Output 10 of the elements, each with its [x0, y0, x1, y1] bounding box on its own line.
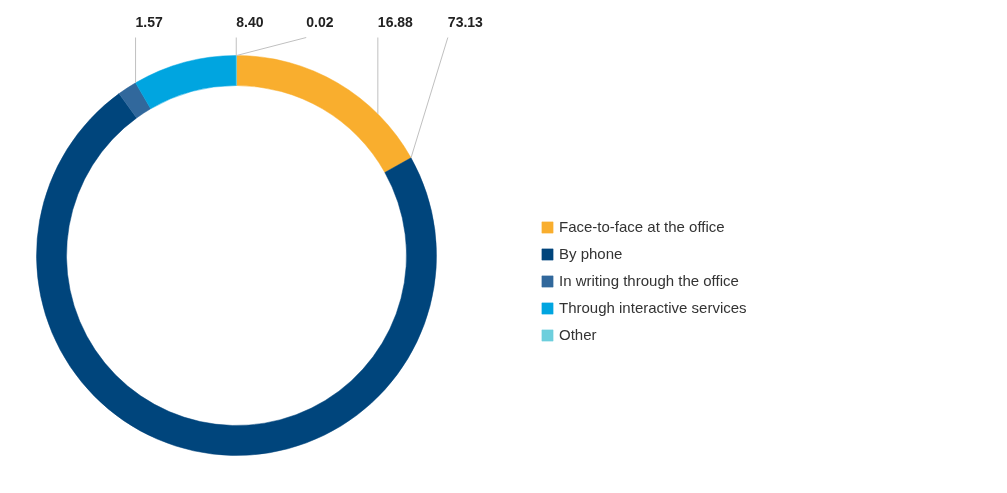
- data-label: 1.57: [135, 13, 164, 30]
- legend-label: Other: [559, 326, 597, 343]
- legend-label: In writing through the office: [559, 272, 739, 289]
- data-label: 0.02: [306, 13, 334, 30]
- legend-label: Face-to-face at the office: [559, 218, 725, 235]
- legend-label: By phone: [559, 245, 623, 262]
- data-label: 16.88: [377, 13, 414, 30]
- data-label: 73.13: [447, 13, 484, 30]
- data-label: 8.40: [236, 13, 264, 30]
- legend-label: Through interactive services: [559, 299, 747, 316]
